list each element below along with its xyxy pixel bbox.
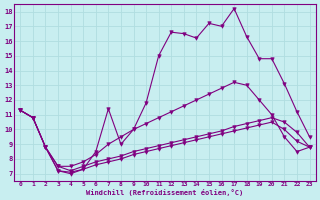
X-axis label: Windchill (Refroidissement éolien,°C): Windchill (Refroidissement éolien,°C)	[86, 189, 244, 196]
